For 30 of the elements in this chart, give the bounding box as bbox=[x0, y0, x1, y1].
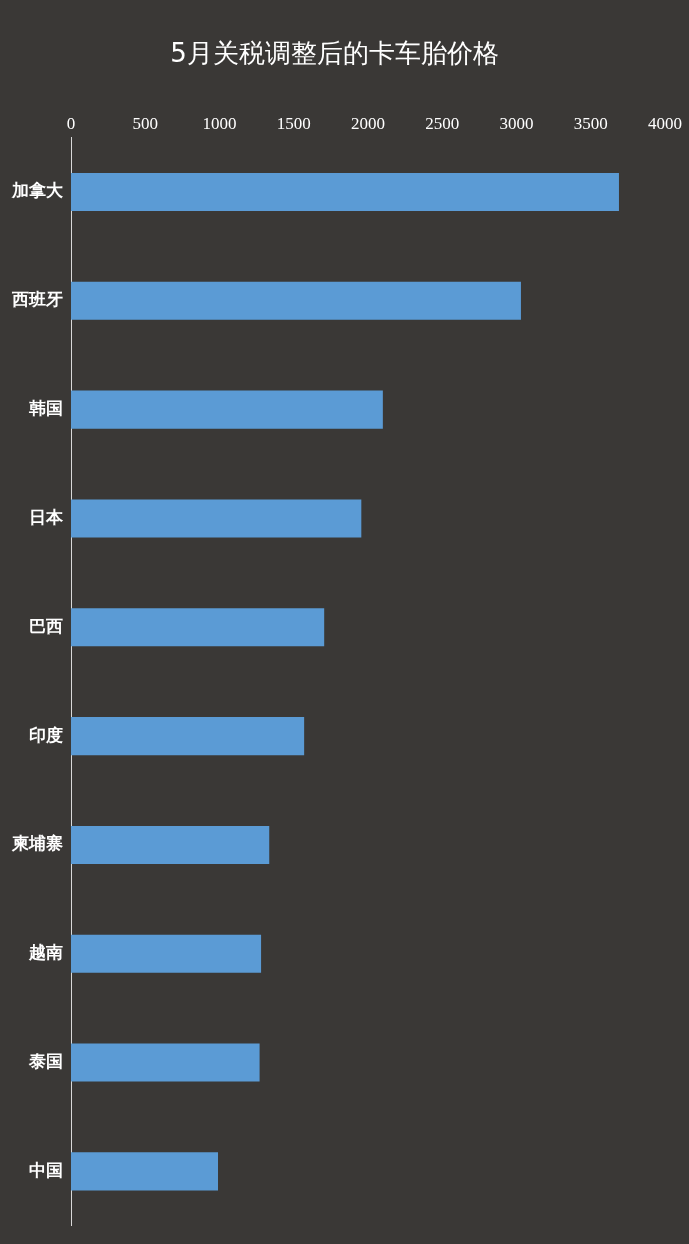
x-tick-label: 4000 bbox=[648, 113, 682, 133]
y-tick-label: 西班牙 bbox=[11, 289, 63, 310]
x-tick-label: 500 bbox=[132, 113, 158, 133]
y-tick-label: 中国 bbox=[29, 1159, 63, 1180]
bar bbox=[71, 390, 383, 429]
x-tick-label: 3500 bbox=[573, 113, 608, 133]
y-tick-label: 泰国 bbox=[28, 1050, 63, 1071]
y-tick-label: 日本 bbox=[29, 506, 64, 527]
y-tick-label: 韩国 bbox=[28, 398, 63, 419]
x-tick-label: 2500 bbox=[425, 113, 460, 133]
y-tick-label: 印度 bbox=[29, 724, 63, 745]
chart-title: 5月关税调整后的卡车胎价格 bbox=[170, 38, 499, 69]
x-tick-label: 2000 bbox=[351, 113, 385, 133]
bar bbox=[71, 1152, 219, 1191]
y-tick-label: 巴西 bbox=[29, 615, 63, 636]
bar bbox=[71, 934, 262, 973]
y-tick-label: 加拿大 bbox=[11, 180, 64, 201]
x-tick-label: 1500 bbox=[276, 113, 311, 133]
x-tick-label: 3000 bbox=[499, 113, 534, 133]
bar bbox=[71, 499, 362, 538]
bar bbox=[71, 608, 325, 647]
x-tick-label: 0 bbox=[66, 113, 76, 133]
y-tick-label: 越南 bbox=[28, 942, 63, 963]
y-tick-label: 柬埔寨 bbox=[11, 833, 63, 854]
bar bbox=[71, 281, 521, 320]
bar bbox=[71, 1043, 260, 1082]
bar bbox=[71, 717, 305, 756]
bar bbox=[71, 825, 270, 864]
bar bbox=[71, 172, 619, 212]
x-tick-label: 1000 bbox=[202, 113, 237, 133]
